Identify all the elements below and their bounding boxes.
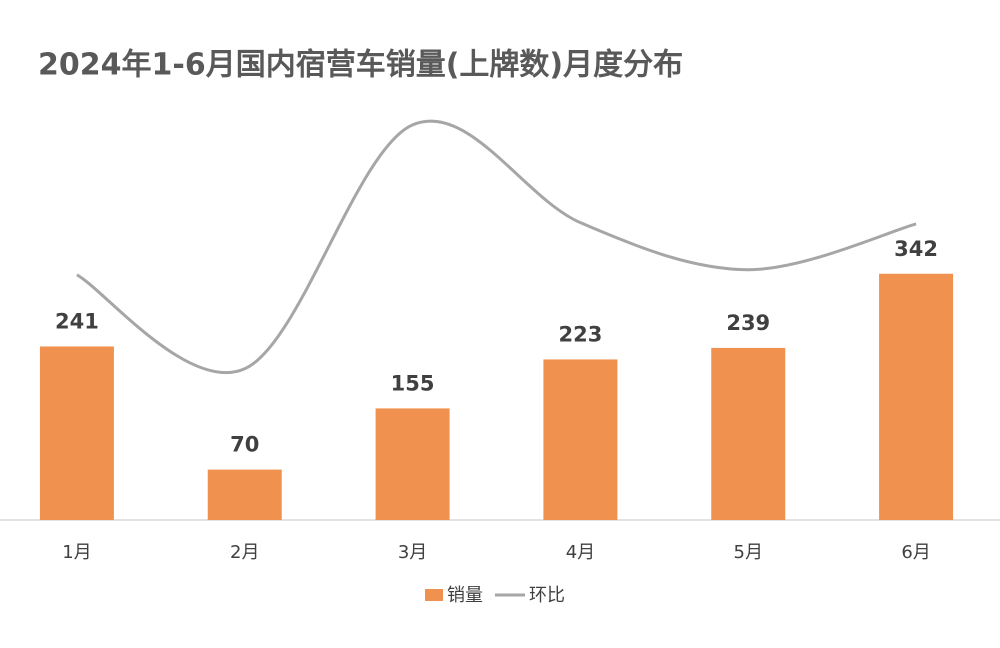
x-tick-label: 5月 xyxy=(734,542,763,563)
chart-title: 2024年1-6月国内宿营车销量(上牌数)月度分布 xyxy=(38,48,683,83)
bar xyxy=(543,359,618,520)
bar xyxy=(207,469,282,520)
bar xyxy=(879,273,954,520)
bar xyxy=(711,347,786,520)
x-tick-label: 3月 xyxy=(398,542,427,563)
legend-label: 销量 xyxy=(447,585,483,606)
value-label: 342 xyxy=(894,237,938,261)
x-tick-label: 4月 xyxy=(566,542,595,563)
bar xyxy=(39,346,114,520)
value-label: 70 xyxy=(230,433,259,457)
value-label: 241 xyxy=(55,309,99,333)
x-tick-label: 1月 xyxy=(62,542,91,563)
legend-swatch xyxy=(425,589,443,601)
line xyxy=(76,119,917,375)
value-label: 155 xyxy=(391,371,435,395)
x-tick-label: 6月 xyxy=(901,542,930,563)
value-label: 239 xyxy=(726,311,770,335)
bar xyxy=(375,408,450,520)
legend-label: 环比 xyxy=(529,585,565,606)
value-label: 223 xyxy=(558,322,602,346)
x-tick-label: 2月 xyxy=(230,542,259,563)
